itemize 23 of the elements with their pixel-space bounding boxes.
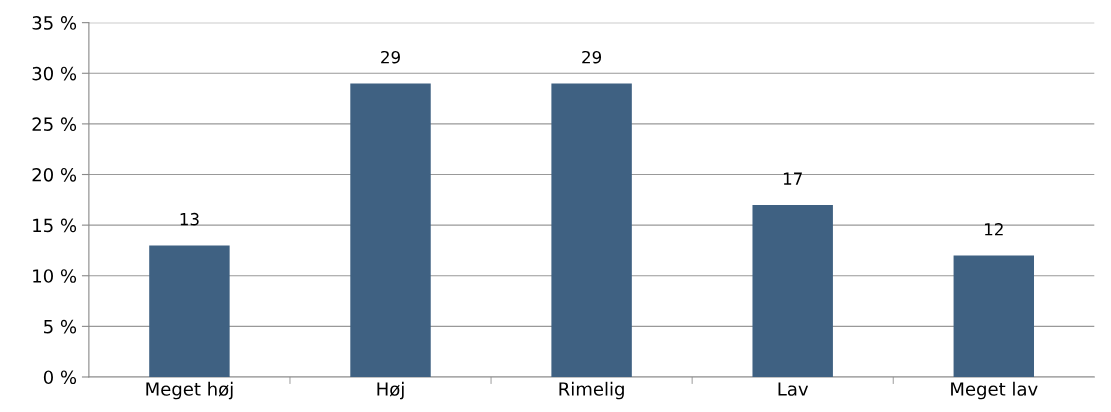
data-label: 13 [180, 212, 199, 226]
y-tick-label: 35 % [32, 16, 77, 30]
data-label: 12 [985, 223, 1003, 236]
y-tick-label: 0 % [43, 370, 77, 385]
bar [752, 204, 833, 377]
y-tick-label: 10 % [33, 269, 77, 283]
bar [551, 83, 632, 377]
data-label: 17 [783, 172, 802, 185]
x-tick-label: Meget lav [951, 381, 1038, 400]
x-tick-label: Meget høj [146, 381, 233, 400]
y-tick-label: 25 % [32, 117, 77, 132]
bar [149, 245, 230, 377]
data-label: 29 [582, 50, 602, 64]
x-tick-label: Rimelig [559, 381, 624, 400]
y-tick-label: 5 % [44, 319, 77, 334]
bar [350, 83, 431, 377]
y-tick-label: 30 % [32, 66, 77, 81]
y-tick-label: 20 % [32, 167, 77, 182]
data-label: 29 [381, 50, 400, 64]
y-tick-label: 15 % [33, 218, 77, 233]
x-tick-label: Høj [377, 381, 404, 400]
x-tick-label: Lav [778, 382, 809, 396]
bar [953, 255, 1035, 377]
